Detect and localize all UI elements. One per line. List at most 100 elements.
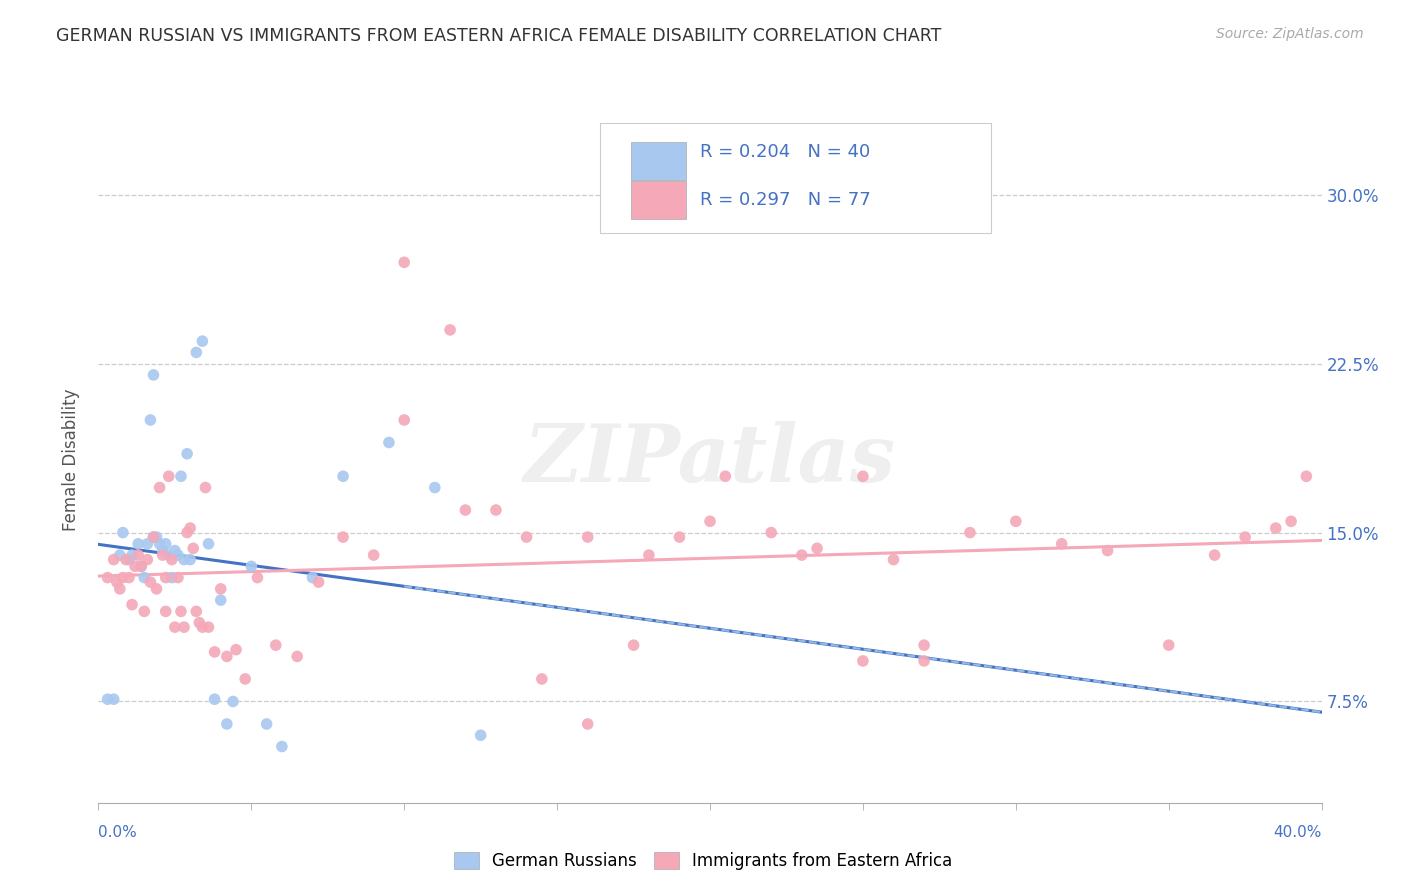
Point [155, 604, 177, 618]
Point [1157, 638, 1180, 652]
Point [204, 645, 226, 659]
Point [115, 552, 138, 566]
FancyBboxPatch shape [600, 123, 991, 233]
Point [155, 537, 177, 551]
Point [160, 552, 183, 566]
Point [155, 571, 177, 585]
Point [852, 469, 875, 483]
Point [142, 530, 165, 544]
Point [264, 638, 287, 652]
Point [163, 543, 186, 558]
Text: Source: ZipAtlas.com: Source: ZipAtlas.com [1216, 27, 1364, 41]
Point [136, 537, 159, 551]
Point [485, 503, 508, 517]
Point [470, 728, 492, 742]
Point [1097, 543, 1119, 558]
Point [301, 571, 323, 585]
Point [209, 582, 232, 596]
Point [714, 469, 737, 483]
Point [1204, 548, 1226, 562]
Point [139, 413, 162, 427]
Point [454, 503, 477, 517]
Point [118, 552, 141, 566]
Y-axis label: Female Disability: Female Disability [62, 388, 80, 531]
Point [332, 530, 354, 544]
Point [204, 692, 226, 706]
Text: R = 0.204   N = 40: R = 0.204 N = 40 [700, 143, 870, 161]
Point [270, 739, 292, 754]
Point [392, 255, 416, 269]
Point [134, 604, 156, 618]
Point [108, 582, 131, 596]
Point [530, 672, 553, 686]
Point [423, 481, 446, 495]
Point [194, 481, 217, 495]
Point [222, 694, 245, 708]
Point [167, 571, 190, 585]
Point [363, 548, 385, 562]
Point [668, 530, 690, 544]
Point [883, 552, 905, 566]
FancyBboxPatch shape [630, 181, 686, 219]
Point [378, 435, 401, 450]
Point [167, 548, 190, 562]
Point [1234, 530, 1257, 544]
Point [139, 575, 162, 590]
Point [97, 571, 120, 585]
Point [103, 692, 125, 706]
Point [118, 571, 141, 585]
Text: 40.0%: 40.0% [1274, 825, 1322, 840]
Point [170, 604, 193, 618]
Point [912, 654, 935, 668]
Point [256, 717, 278, 731]
Point [152, 548, 174, 562]
Text: ZIPatlas: ZIPatlas [524, 421, 896, 498]
Point [134, 571, 156, 585]
Point [225, 642, 247, 657]
Point [149, 537, 172, 551]
Text: GERMAN RUSSIAN VS IMMIGRANTS FROM EASTERN AFRICA FEMALE DISABILITY CORRELATION C: GERMAN RUSSIAN VS IMMIGRANTS FROM EASTER… [56, 27, 942, 45]
Point [142, 530, 165, 544]
Point [124, 559, 146, 574]
Point [145, 582, 167, 596]
Point [1264, 521, 1286, 535]
Point [145, 530, 167, 544]
Point [173, 620, 195, 634]
Point [959, 525, 981, 540]
Point [157, 469, 180, 483]
Point [699, 514, 721, 528]
Point [191, 620, 214, 634]
Point [392, 413, 416, 427]
Point [142, 368, 165, 382]
Point [121, 548, 143, 562]
Point [186, 345, 208, 359]
Point [152, 543, 174, 558]
Point [160, 571, 183, 585]
Point [111, 571, 134, 585]
Point [332, 469, 354, 483]
Point [176, 447, 198, 461]
Point [111, 525, 134, 540]
Point [1279, 514, 1302, 528]
Point [209, 593, 232, 607]
Point [127, 548, 149, 562]
Point [852, 654, 875, 668]
Point [197, 620, 219, 634]
Point [285, 649, 308, 664]
Point [170, 469, 193, 483]
Point [181, 541, 204, 556]
Legend: German Russians, Immigrants from Eastern Africa: German Russians, Immigrants from Eastern… [449, 847, 957, 875]
Point [637, 548, 661, 562]
Point [136, 552, 159, 566]
Point [129, 559, 152, 574]
Text: 0.0%: 0.0% [98, 825, 138, 840]
Point [197, 537, 219, 551]
Point [97, 692, 120, 706]
Point [191, 334, 214, 348]
Point [176, 525, 198, 540]
Point [439, 323, 461, 337]
Point [215, 717, 238, 731]
Point [149, 481, 172, 495]
Point [308, 575, 330, 590]
Point [576, 530, 599, 544]
